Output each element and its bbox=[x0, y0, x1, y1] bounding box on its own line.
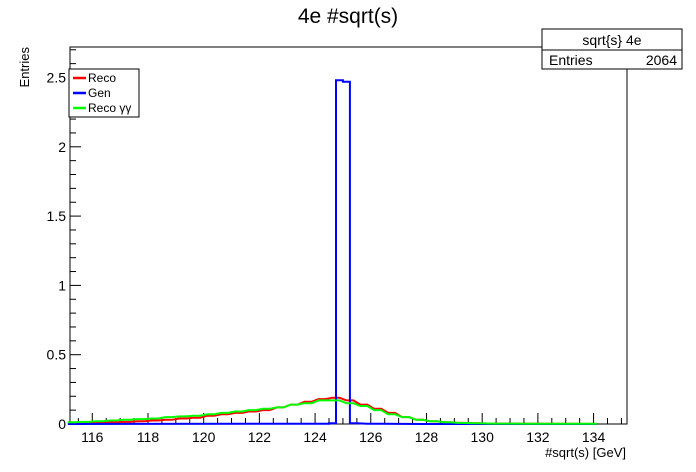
plot-frame bbox=[69, 46, 628, 425]
series-line-gen bbox=[67, 79, 598, 425]
x-tick-label: 130 bbox=[471, 429, 495, 445]
stats-box: sqrt{s} 4e Entries 2064 bbox=[541, 28, 683, 70]
legend-label: Reco bbox=[88, 71, 116, 85]
y-tick-label: 2 bbox=[58, 139, 66, 155]
legend-label: Reco γγ bbox=[88, 101, 131, 115]
x-tick-label: 134 bbox=[582, 429, 606, 445]
x-tick-label: 128 bbox=[415, 429, 439, 445]
stats-box-title: sqrt{s} 4e bbox=[582, 32, 641, 48]
y-tick-label: 0 bbox=[58, 416, 66, 432]
stats-box-frame bbox=[541, 28, 683, 70]
x-tick-label: 122 bbox=[248, 429, 272, 445]
x-tick-label: 116 bbox=[81, 429, 104, 445]
y-tick-label: 0.5 bbox=[47, 347, 67, 363]
x-tick-label: 118 bbox=[137, 429, 160, 445]
x-tick-labels: 116 118 120 122 124 126 128 130 132 134 bbox=[81, 429, 605, 445]
y-tick-label: 1 bbox=[58, 277, 66, 293]
series-line-reco bbox=[67, 399, 598, 425]
stats-entries-value: 2064 bbox=[646, 52, 677, 68]
y-tick-label: 1.5 bbox=[47, 208, 67, 224]
x-axis-title: #sqrt(s) [GeV] bbox=[545, 445, 626, 460]
chart-title: 4e #sqrt(s) bbox=[298, 5, 398, 28]
x-tick-label: 126 bbox=[359, 429, 383, 445]
series-layer bbox=[67, 79, 598, 425]
y-axis-title: Entries bbox=[17, 47, 32, 88]
legend-label: Gen bbox=[88, 86, 111, 100]
y-tick-label: 2.5 bbox=[47, 69, 67, 85]
x-tick-label: 132 bbox=[526, 429, 550, 445]
y-tick-labels: 0 0.5 1 1.5 2 2.5 bbox=[47, 69, 67, 432]
stats-entries-label: Entries bbox=[549, 52, 593, 68]
x-tick-label: 124 bbox=[303, 429, 327, 445]
x-tick-label: 120 bbox=[192, 429, 216, 445]
